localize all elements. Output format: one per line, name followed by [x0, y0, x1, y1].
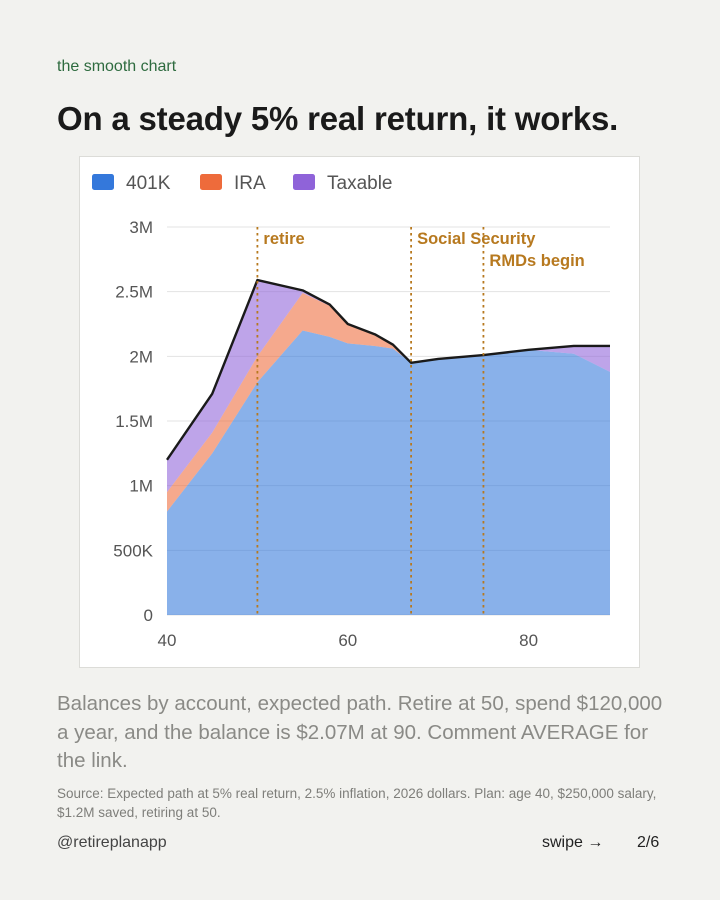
annotation-label: Social Security	[417, 230, 536, 248]
swipe-hint[interactable]: swipe →	[542, 834, 604, 851]
y-tick-label: 1M	[129, 477, 153, 496]
x-tick-label: 60	[338, 631, 357, 650]
legend-swatch	[92, 174, 114, 190]
y-tick-label: 2M	[129, 347, 153, 366]
stacked-area-chart: 0 500K 1M 1.5M 2M 2.5M 3M retire Social Security…	[92, 173, 610, 650]
y-tick-label: 3M	[129, 218, 153, 237]
y-tick-label: 1.5M	[115, 412, 153, 431]
legend-label: Taxable	[327, 173, 393, 194]
y-tick-label: 0	[144, 606, 153, 625]
x-tick-label: 40	[158, 631, 177, 650]
legend-swatch	[293, 174, 315, 190]
legend-label: IRA	[234, 173, 266, 194]
account-handle[interactable]: @retireplanapp	[57, 834, 167, 851]
source-note: Source: Expected path at 5% real return,…	[57, 786, 657, 820]
y-tick-label: 500K	[113, 541, 153, 560]
legend-label: 401K	[126, 173, 171, 194]
page-indicator: 2/6	[637, 834, 660, 851]
y-tick-label: 2.5M	[115, 283, 153, 302]
headline: On a steady 5% real return, it works.	[57, 100, 619, 137]
chart-caption: Balances by account, expected path. Reti…	[57, 692, 663, 772]
legend-swatch	[200, 174, 222, 190]
area-ira	[167, 292, 610, 512]
x-tick-label: 80	[519, 631, 538, 650]
chart-card: 0 500K 1M 1.5M 2M 2.5M 3M retire Social Security…	[79, 156, 640, 668]
total-balance-line	[166, 278, 610, 461]
annotation-label: RMDs begin	[489, 252, 584, 270]
kicker: the smooth chart	[57, 58, 177, 75]
annotation-label: retire	[263, 230, 304, 248]
area-401k	[167, 330, 610, 615]
